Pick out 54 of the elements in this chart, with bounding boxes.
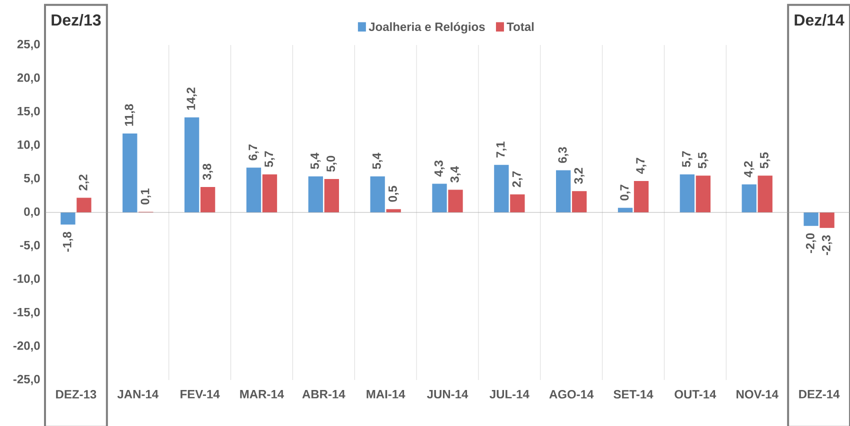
x-tick-label: AGO-14 (549, 390, 594, 399)
data-label: 0,5 (388, 186, 399, 202)
y-tick-label: 5,0 (24, 174, 40, 184)
x-tick-label: FEV-14 (180, 390, 220, 398)
data-label: 5,5 (760, 152, 770, 168)
data-label: -1,8 (62, 232, 74, 252)
y-tick-label: -20,0 (13, 341, 40, 352)
x-tick-label: SET-14 (614, 390, 654, 399)
y-tick-label: -15,0 (13, 308, 40, 318)
data-label: -2,0 (806, 233, 816, 254)
x-tick-label: DEZ-14 (799, 390, 840, 398)
y-tick-label: 10,0 (18, 140, 40, 151)
data-label: 6,7 (248, 144, 259, 160)
y-tick-label: -25,0 (13, 374, 40, 386)
data-label: 0,7 (620, 184, 630, 200)
data-label: 5,7 (682, 151, 692, 168)
x-tick-label: MAR-14 (240, 390, 284, 398)
x-tick-label: JAN-14 (117, 390, 158, 398)
x-tick-label: MAI-14 (366, 390, 406, 398)
data-label: 3,4 (450, 166, 461, 183)
x-tick-label: ABR-14 (302, 390, 346, 398)
data-label: 5,4 (372, 152, 383, 170)
data-label: 4,7 (636, 158, 646, 174)
data-label: 5,7 (264, 151, 275, 168)
data-label: 6,3 (558, 147, 568, 163)
x-tick-label: OUT-14 (674, 390, 716, 399)
x-tick-label: JUN-14 (427, 390, 468, 398)
y-tick-label: 15,0 (18, 106, 40, 118)
data-label: 5,4 (310, 152, 321, 170)
y-tick-label: 20,0 (17, 73, 40, 84)
y-tick-label: -10,0 (13, 274, 40, 285)
text: Dez/14 (794, 14, 844, 26)
data-label: 14,2 (186, 88, 197, 110)
data-label: 4,3 (434, 160, 445, 177)
y-tick-label: 0,0 (24, 207, 40, 218)
data-label: 11,8 (124, 104, 136, 126)
data-label: 4,2 (744, 161, 754, 178)
legend-label: Joalheria e Relógios (368, 22, 485, 34)
legend-label: Total (506, 22, 534, 32)
data-label: 3,2 (574, 168, 584, 184)
data-label: -2,3 (822, 235, 832, 256)
data-label: 7,1 (496, 142, 506, 158)
data-label: 5,5 (698, 152, 708, 168)
data-label: 0,1 (140, 188, 152, 204)
x-tick-label: NOV-14 (736, 390, 778, 399)
y-tick-label: -5,0 (20, 240, 40, 252)
data-label: 3,8 (202, 164, 213, 180)
data-label: 5,0 (326, 156, 337, 172)
data-label: 2,7 (512, 171, 523, 188)
data-label: 2,2 (78, 174, 90, 190)
x-tick-label: DEZ-13 (56, 390, 96, 399)
y-tick-label: 25,0 (17, 40, 40, 50)
x-tick-label: JUL-14 (490, 390, 530, 398)
text: Dez/13 (52, 14, 101, 26)
